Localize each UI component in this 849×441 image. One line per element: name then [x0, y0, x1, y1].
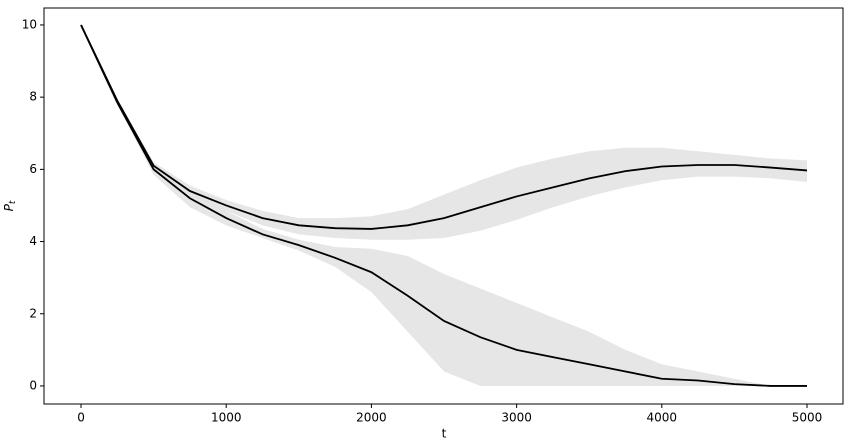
x-tick-label: 3000: [501, 411, 532, 425]
band: [81, 24, 807, 386]
y-axis-label: Pt: [2, 200, 18, 211]
x-tick-label: 4000: [647, 411, 678, 425]
y-tick-label: 10: [22, 17, 37, 31]
band: [81, 24, 807, 240]
x-tick-label: 5000: [792, 411, 823, 425]
x-tick-label: 2000: [356, 411, 387, 425]
line: [80, 24, 808, 230]
x-tick-label: 0: [77, 411, 85, 425]
y-tick-label: 6: [29, 162, 37, 176]
y-tick-label: 2: [29, 306, 37, 320]
x-tick-label: 1000: [211, 411, 242, 425]
plot-frame: [43, 7, 844, 405]
y-tick-label: 8: [29, 90, 37, 104]
y-tick-label: 4: [29, 234, 37, 248]
line: [80, 24, 807, 387]
x-axis-label: t: [442, 427, 447, 441]
y-tick-label: 0: [29, 378, 37, 392]
